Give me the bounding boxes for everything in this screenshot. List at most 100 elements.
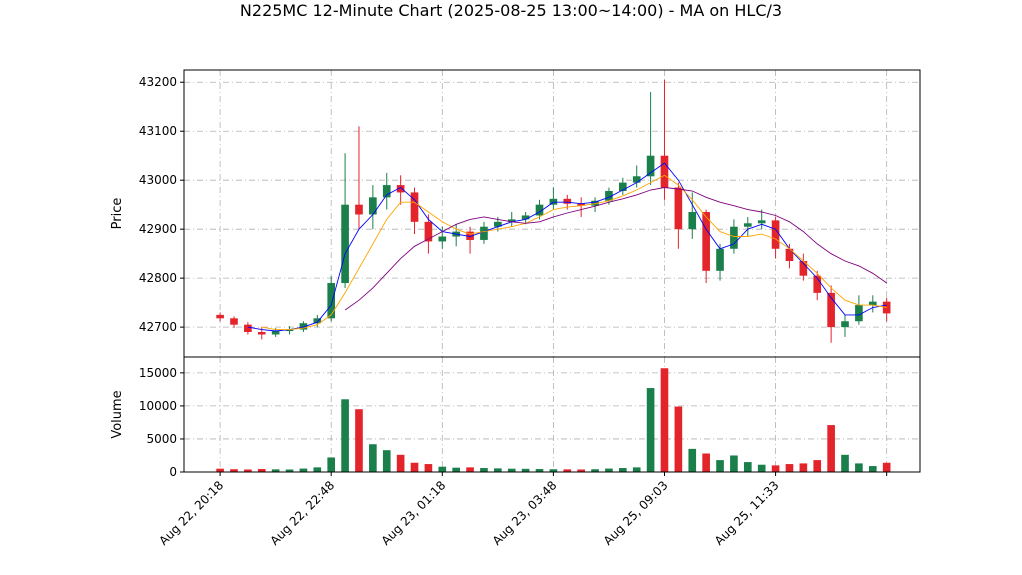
candle-body bbox=[244, 324, 252, 333]
volume-bar bbox=[785, 464, 794, 472]
volume-bar bbox=[507, 468, 516, 472]
volume-bar bbox=[827, 425, 835, 472]
candle-body bbox=[868, 301, 877, 306]
volume-bar bbox=[868, 466, 877, 472]
volume-bar bbox=[244, 469, 252, 472]
ma-line bbox=[247, 162, 887, 332]
volume-bar bbox=[257, 469, 266, 472]
candle-body bbox=[549, 198, 558, 205]
candle-body bbox=[341, 204, 349, 284]
volume-bar bbox=[771, 465, 780, 472]
volume-bar bbox=[632, 467, 641, 472]
x-tick-label: Aug 23, 03:48 bbox=[490, 478, 560, 548]
volume-bar bbox=[410, 462, 419, 472]
candle-body bbox=[396, 185, 405, 193]
candle-body bbox=[424, 221, 433, 242]
x-tick-label: Aug 22, 22:48 bbox=[268, 478, 338, 548]
candle-body bbox=[327, 283, 336, 319]
candle-body bbox=[591, 200, 599, 206]
volume-bar bbox=[369, 444, 377, 472]
y-tick-label: 0 bbox=[169, 465, 177, 479]
y-tick-label: 42700 bbox=[139, 320, 177, 334]
candle-body bbox=[480, 226, 488, 240]
candle-body bbox=[730, 226, 738, 249]
panel-frame bbox=[183, 356, 921, 473]
candle-body bbox=[535, 204, 544, 216]
volume-bar bbox=[521, 468, 530, 472]
ma-line bbox=[261, 174, 887, 331]
y-tick-label: 42900 bbox=[139, 222, 177, 236]
volume-bar bbox=[688, 448, 697, 472]
chart-title: N225MC 12-Minute Chart (2025-08-25 13:00… bbox=[240, 1, 782, 20]
volume-bar bbox=[480, 468, 488, 472]
candle-body bbox=[646, 155, 655, 177]
volume-bar bbox=[619, 468, 627, 472]
ma-line bbox=[344, 187, 887, 311]
volume-bar bbox=[716, 460, 724, 472]
volume-bar bbox=[674, 406, 683, 472]
volume-bar bbox=[702, 453, 710, 472]
candle-body bbox=[855, 305, 863, 322]
y-tick-label: 5000 bbox=[146, 432, 177, 446]
candle-body bbox=[299, 323, 308, 330]
volume-bar bbox=[646, 388, 655, 472]
x-tick-label: Aug 22, 20:18 bbox=[156, 478, 226, 548]
candle-body bbox=[799, 261, 808, 276]
volume-bar bbox=[313, 467, 322, 472]
candle-body bbox=[410, 192, 419, 222]
candle-body bbox=[702, 212, 710, 271]
volume-bar bbox=[605, 468, 613, 472]
candle-body bbox=[313, 318, 322, 324]
candle-body bbox=[257, 332, 266, 335]
volume-bar bbox=[549, 469, 558, 472]
volume-bar bbox=[743, 462, 752, 472]
x-tick-label: Aug 25, 09:03 bbox=[601, 478, 671, 548]
volume-bar bbox=[424, 464, 433, 472]
y-axis-label: Volume bbox=[110, 390, 125, 438]
y-tick-label: 10000 bbox=[139, 399, 177, 413]
volume-bar bbox=[882, 462, 891, 472]
y-tick-label: 15000 bbox=[139, 366, 177, 380]
volume-bar bbox=[799, 463, 808, 472]
volume-bar bbox=[285, 469, 294, 472]
volume-bar bbox=[855, 463, 863, 472]
volume-bar bbox=[271, 469, 280, 472]
volume-bar bbox=[577, 469, 585, 472]
candle-body bbox=[271, 331, 280, 335]
volume-bar bbox=[327, 457, 336, 472]
volume-bar bbox=[591, 469, 599, 472]
candle-body bbox=[813, 275, 822, 293]
candle-body bbox=[757, 220, 766, 224]
volume-bar bbox=[299, 468, 308, 472]
panel-frame bbox=[183, 69, 921, 358]
candle-body bbox=[507, 219, 516, 222]
candle-body bbox=[674, 187, 683, 230]
volume-bar bbox=[438, 466, 447, 472]
volume-bar bbox=[341, 399, 349, 472]
candle-body bbox=[771, 220, 780, 249]
y-tick-label: 43000 bbox=[139, 173, 177, 187]
volume-bar bbox=[230, 469, 238, 472]
candle-body bbox=[660, 155, 669, 188]
volume-bar bbox=[660, 368, 669, 472]
volume-bar bbox=[535, 469, 544, 472]
candle-body bbox=[521, 215, 530, 220]
y-tick-label: 43200 bbox=[139, 75, 177, 89]
candle-body bbox=[716, 248, 724, 271]
volume-bar bbox=[466, 467, 474, 472]
candle-body bbox=[230, 318, 238, 325]
candle-body bbox=[285, 329, 294, 332]
volume-bar bbox=[382, 450, 391, 472]
candle-body bbox=[355, 204, 363, 215]
volume-bar bbox=[841, 454, 849, 472]
candle-body bbox=[466, 231, 474, 240]
volume-bar bbox=[396, 454, 405, 472]
x-tick-label: Aug 23, 01:18 bbox=[379, 478, 449, 548]
volume-bar bbox=[730, 455, 738, 472]
volume-bar bbox=[813, 460, 822, 472]
candle-body bbox=[632, 176, 641, 183]
candle-body bbox=[827, 292, 835, 328]
y-axis-label: Price bbox=[110, 198, 125, 230]
candle-body bbox=[563, 198, 572, 204]
